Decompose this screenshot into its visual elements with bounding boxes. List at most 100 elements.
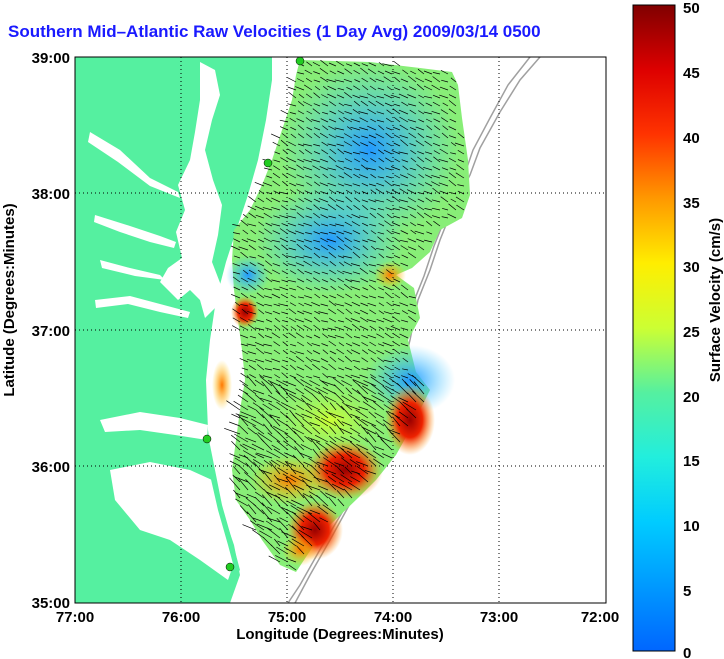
- velocity-vector: [361, 295, 369, 299]
- velocity-vector: [291, 511, 305, 523]
- velocity-vector: [336, 230, 345, 235]
- velocity-vector: [272, 230, 281, 235]
- velocity-vector: [296, 78, 305, 83]
- velocity-vector: [328, 412, 345, 419]
- velocity-vector: [293, 430, 305, 443]
- velocity-vector: [296, 373, 305, 379]
- velocity-vector: [442, 125, 449, 131]
- velocity-vector: [246, 343, 257, 347]
- velocity-vector: [246, 358, 257, 363]
- velocity-vector: [265, 197, 273, 203]
- velocity-vector: [319, 517, 329, 523]
- velocity-vector: [354, 168, 361, 171]
- colorbar: [632, 4, 676, 652]
- velocity-vector: [415, 77, 425, 83]
- velocity-vector: [241, 367, 249, 371]
- velocity-vector: [261, 502, 273, 515]
- velocity-vector: [343, 150, 353, 155]
- velocity-vector: [276, 401, 289, 411]
- velocity-vector: [362, 205, 369, 211]
- velocity-vector: [328, 118, 337, 123]
- velocity-vector: [353, 190, 361, 195]
- velocity-vector: [424, 239, 433, 243]
- velocity-vector: [345, 333, 353, 339]
- velocity-vector: [337, 270, 345, 275]
- chart-title: Southern Mid–Atlantic Raw Velocities (1 …: [8, 22, 541, 41]
- velocity-vector: [351, 213, 361, 219]
- velocity-vector: [321, 103, 329, 107]
- velocity-vector: [392, 316, 401, 323]
- velocity-vector: [409, 379, 417, 387]
- velocity-vector: [234, 433, 249, 443]
- velocity-vector: [306, 402, 321, 411]
- velocity-vector: [331, 483, 345, 491]
- velocity-vector: [246, 511, 257, 523]
- velocity-vector: [275, 494, 289, 507]
- velocity-vector: [294, 441, 305, 451]
- velocity-vector: [296, 189, 305, 195]
- velocity-vector: [402, 223, 409, 227]
- velocity-vector: [336, 293, 345, 299]
- velocity-vector: [277, 540, 289, 547]
- velocity-vector: [359, 151, 369, 155]
- velocity-vector: [345, 196, 353, 203]
- velocity-vector: [376, 247, 385, 251]
- velocity-vector: [304, 318, 313, 323]
- velocity-vector: [256, 319, 265, 323]
- velocity-vector: [359, 127, 369, 131]
- velocity-vector: [343, 283, 353, 291]
- velocity-vector: [386, 86, 393, 91]
- velocity-vector: [312, 427, 321, 435]
- velocity-vector: [401, 216, 409, 219]
- velocity-vector: [325, 410, 337, 419]
- velocity-vector: [374, 199, 385, 203]
- velocity-vector: [432, 76, 441, 83]
- velocity-vector: [407, 197, 417, 203]
- velocity-vector: [337, 160, 345, 163]
- velocity-vector: [345, 404, 361, 411]
- velocity-vector: [290, 126, 297, 131]
- velocity-vector: [449, 118, 457, 123]
- velocity-vector: [350, 126, 361, 131]
- velocity-vector: [239, 444, 249, 451]
- velocity-vector: [239, 425, 249, 435]
- velocity-vector: [313, 204, 321, 211]
- velocity-vector: [377, 87, 385, 91]
- velocity-vector: [322, 86, 329, 91]
- velocity-vector: [402, 401, 417, 411]
- velocity-vector: [349, 441, 361, 451]
- velocity-vector: [418, 94, 425, 99]
- x-tick-label: 77:00: [56, 609, 94, 626]
- velocity-vector: [320, 237, 329, 243]
- velocity-vector: [239, 358, 249, 363]
- velocity-vector: [321, 343, 329, 347]
- velocity-vector: [368, 295, 377, 299]
- velocity-vector: [385, 410, 393, 419]
- velocity-vector: [247, 405, 257, 411]
- velocity-vector: [375, 420, 385, 427]
- velocity-vector: [344, 68, 353, 75]
- velocity-vector: [271, 197, 281, 203]
- velocity-vector: [335, 135, 345, 139]
- velocity-vector: [402, 368, 409, 371]
- velocity-vector: [336, 375, 345, 379]
- velocity-vector: [257, 254, 265, 259]
- velocity-vector: [383, 359, 393, 363]
- velocity-vector: [250, 520, 265, 531]
- velocity-vector: [361, 222, 369, 227]
- velocity-vector: [271, 269, 281, 275]
- velocity-vector: [263, 268, 273, 275]
- velocity-vector: [293, 484, 305, 491]
- velocity-vector: [426, 231, 433, 235]
- velocity-vector: [393, 278, 401, 283]
- velocity-vector: [267, 432, 281, 443]
- velocity-vector: [306, 484, 321, 491]
- velocity-vector: [321, 286, 329, 291]
- velocity-vector: [337, 286, 345, 291]
- velocity-vector: [350, 476, 361, 483]
- velocity-vector: [334, 436, 345, 443]
- velocity-vector: [344, 367, 353, 371]
- velocity-vector: [361, 342, 369, 347]
- velocity-vector: [394, 76, 401, 83]
- velocity-vector: [329, 350, 337, 355]
